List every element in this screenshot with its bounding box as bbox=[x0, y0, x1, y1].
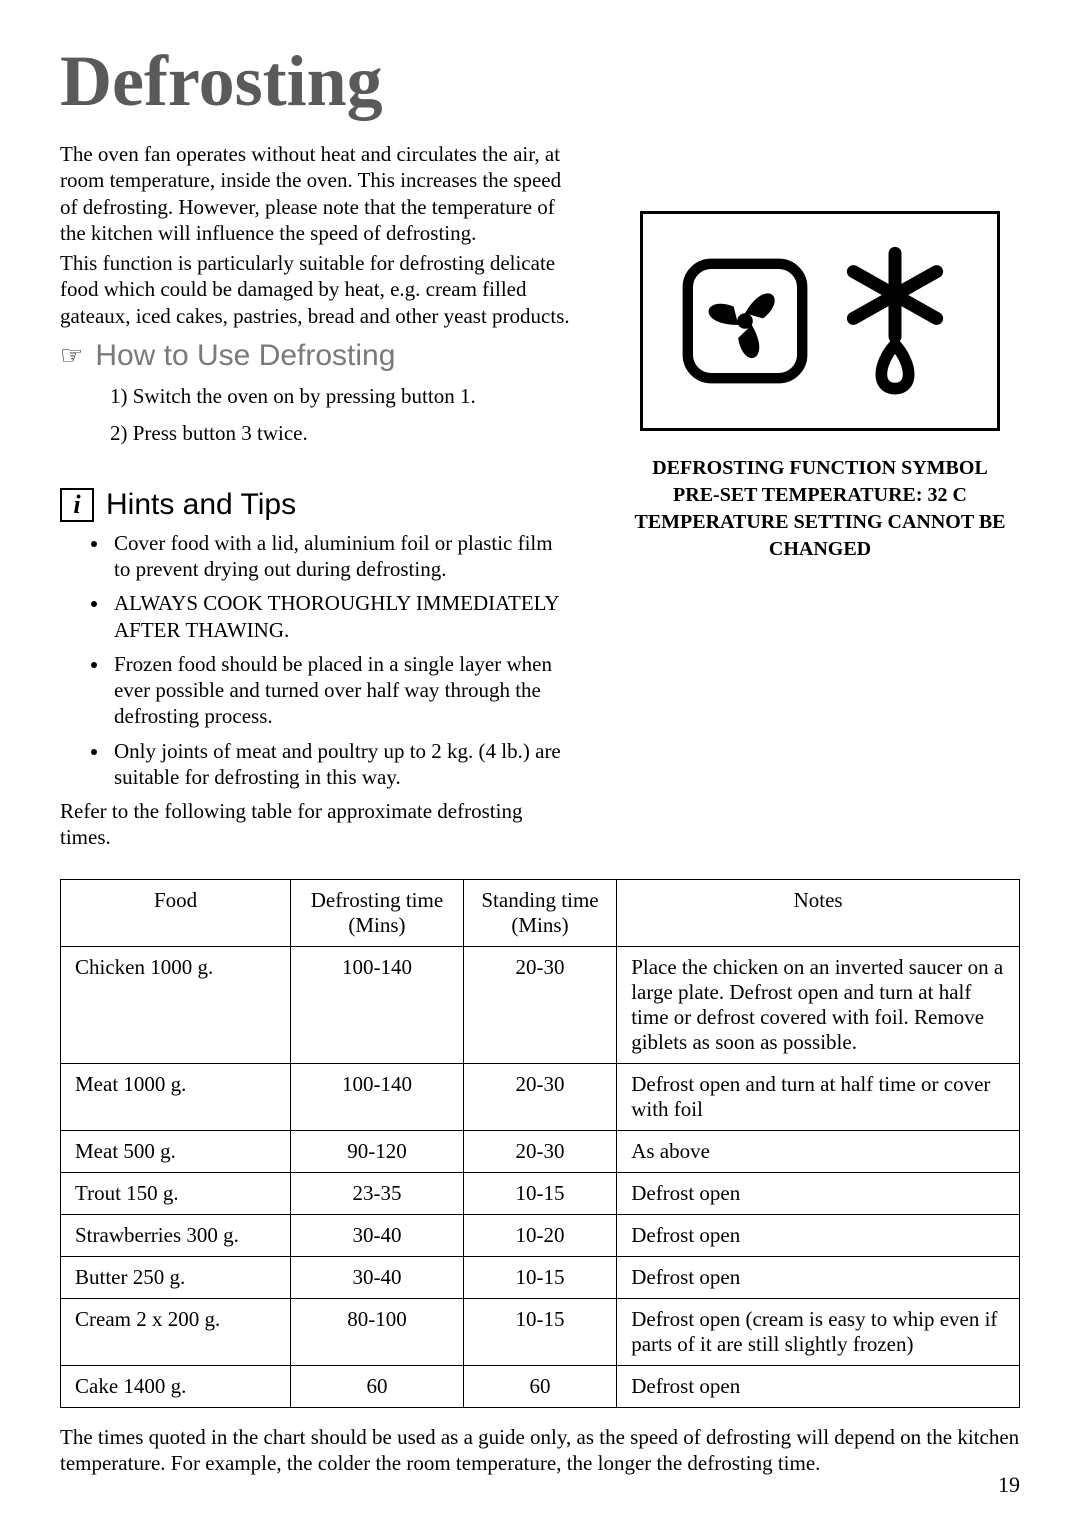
left-column: The oven fan operates without heat and c… bbox=[60, 141, 570, 851]
hints-list: Cover food with a lid, aluminium foil or… bbox=[60, 530, 570, 790]
col-header: Notes bbox=[617, 879, 1020, 946]
right-column: DEFROSTING FUNCTION SYMBOL PRE-SET TEMPE… bbox=[620, 141, 1020, 851]
hint-item: Cover food with a lid, aluminium foil or… bbox=[110, 530, 570, 583]
how-to-use-heading: How to Use Defrosting bbox=[95, 339, 395, 373]
footnote: The times quoted in the chart should be … bbox=[60, 1424, 1020, 1477]
table-cell: As above bbox=[617, 1130, 1020, 1172]
table-cell: 30-40 bbox=[291, 1256, 464, 1298]
page-title: Defrosting bbox=[60, 40, 1020, 123]
table-row: Strawberries 300 g.30-4010-20Defrost ope… bbox=[61, 1214, 1020, 1256]
table-cell: Defrost open bbox=[617, 1256, 1020, 1298]
table-cell: 20-30 bbox=[463, 946, 616, 1063]
table-cell: Meat 1000 g. bbox=[61, 1063, 291, 1130]
intro-paragraph-1: The oven fan operates without heat and c… bbox=[60, 141, 570, 246]
caption-line: TEMPERATURE SETTING CANNOT BE CHANGED bbox=[630, 509, 1010, 563]
table-cell: Defrost open bbox=[617, 1172, 1020, 1214]
how-to-use-steps: 1) Switch the oven on by pressing button… bbox=[60, 381, 570, 450]
col-header: Standing time (Mins) bbox=[463, 879, 616, 946]
table-cell: 30-40 bbox=[291, 1214, 464, 1256]
page-number: 19 bbox=[998, 1472, 1020, 1498]
table-cell: 20-30 bbox=[463, 1063, 616, 1130]
caption-line: DEFROSTING FUNCTION SYMBOL bbox=[630, 455, 1010, 482]
table-cell: 10-20 bbox=[463, 1214, 616, 1256]
table-row: Cake 1400 g.6060Defrost open bbox=[61, 1365, 1020, 1407]
table-row: Cream 2 x 200 g.80-10010-15Defrost open … bbox=[61, 1298, 1020, 1365]
table-cell: Cake 1400 g. bbox=[61, 1365, 291, 1407]
table-cell: 20-30 bbox=[463, 1130, 616, 1172]
table-cell: 80-100 bbox=[291, 1298, 464, 1365]
table-row: Meat 500 g.90-12020-30As above bbox=[61, 1130, 1020, 1172]
table-cell: Cream 2 x 200 g. bbox=[61, 1298, 291, 1365]
pointing-hand-icon: ☞ bbox=[60, 343, 83, 369]
table-row: Butter 250 g.30-4010-15Defrost open bbox=[61, 1256, 1020, 1298]
table-cell: Butter 250 g. bbox=[61, 1256, 291, 1298]
table-cell: Place the chicken on an inverted saucer … bbox=[617, 946, 1020, 1063]
table-cell: 10-15 bbox=[463, 1256, 616, 1298]
two-column-layout: The oven fan operates without heat and c… bbox=[60, 141, 1020, 851]
hints-heading-row: i Hints and Tips bbox=[60, 488, 570, 522]
hint-item: ALWAYS COOK THOROUGHLY IMMEDIATELY AFTER… bbox=[110, 590, 570, 643]
table-cell: 60 bbox=[463, 1365, 616, 1407]
refer-text: Refer to the following table for approxi… bbox=[60, 798, 570, 851]
table-body: Chicken 1000 g.100-14020-30Place the chi… bbox=[61, 946, 1020, 1407]
table-cell: Defrost open bbox=[617, 1365, 1020, 1407]
step-2: 2) Press button 3 twice. bbox=[110, 418, 570, 450]
table-cell: Defrost open and turn at half time or co… bbox=[617, 1063, 1020, 1130]
table-row: Trout 150 g.23-3510-15Defrost open bbox=[61, 1172, 1020, 1214]
step-1: 1) Switch the oven on by pressing button… bbox=[110, 381, 570, 413]
table-cell: Strawberries 300 g. bbox=[61, 1214, 291, 1256]
hints-heading: Hints and Tips bbox=[106, 488, 296, 522]
info-icon: i bbox=[60, 488, 94, 522]
table-cell: 100-140 bbox=[291, 946, 464, 1063]
table-cell: 60 bbox=[291, 1365, 464, 1407]
hint-item: Frozen food should be placed in a single… bbox=[110, 651, 570, 730]
col-header: Food bbox=[61, 879, 291, 946]
table-cell: 90-120 bbox=[291, 1130, 464, 1172]
table-cell: 10-15 bbox=[463, 1172, 616, 1214]
intro-paragraph-2: This function is particularly suitable f… bbox=[60, 250, 570, 329]
defrost-symbol-box bbox=[640, 211, 1000, 431]
table-cell: Chicken 1000 g. bbox=[61, 946, 291, 1063]
table-cell: 100-140 bbox=[291, 1063, 464, 1130]
snowflake-drop-icon bbox=[830, 241, 960, 401]
hint-item: Only joints of meat and poultry up to 2 … bbox=[110, 738, 570, 791]
defrosting-table: Food Defrosting time (Mins) Standing tim… bbox=[60, 879, 1020, 1408]
table-row: Chicken 1000 g.100-14020-30Place the chi… bbox=[61, 946, 1020, 1063]
table-row: Meat 1000 g.100-14020-30Defrost open and… bbox=[61, 1063, 1020, 1130]
fan-icon bbox=[680, 256, 810, 386]
symbol-caption: DEFROSTING FUNCTION SYMBOL PRE-SET TEMPE… bbox=[620, 455, 1020, 563]
table-cell: Trout 150 g. bbox=[61, 1172, 291, 1214]
table-header-row: Food Defrosting time (Mins) Standing tim… bbox=[61, 879, 1020, 946]
table-cell: 23-35 bbox=[291, 1172, 464, 1214]
table-cell: Defrost open bbox=[617, 1214, 1020, 1256]
table-cell: Defrost open (cream is easy to whip even… bbox=[617, 1298, 1020, 1365]
table-cell: 10-15 bbox=[463, 1298, 616, 1365]
table-cell: Meat 500 g. bbox=[61, 1130, 291, 1172]
col-header: Defrosting time (Mins) bbox=[291, 879, 464, 946]
how-to-use-heading-row: ☞ How to Use Defrosting bbox=[60, 339, 570, 373]
caption-line: PRE-SET TEMPERATURE: 32 C bbox=[630, 482, 1010, 509]
